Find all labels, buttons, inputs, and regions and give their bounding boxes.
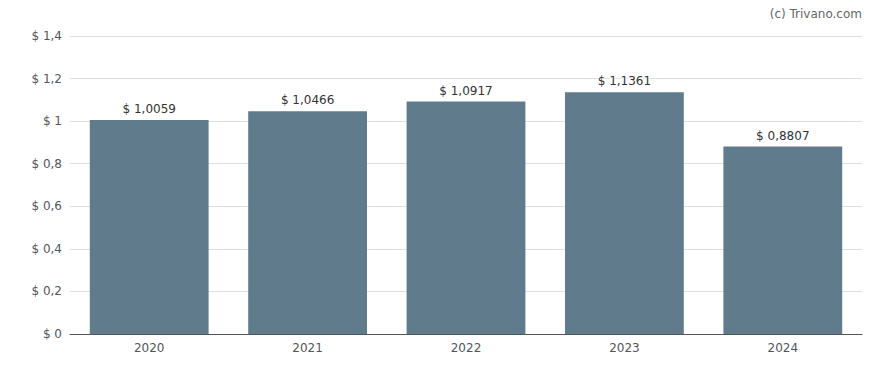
svg-text:2021: 2021	[292, 341, 323, 355]
svg-text:$ 1,0917: $ 1,0917	[439, 84, 492, 98]
svg-text:$ 1,1361: $ 1,1361	[598, 74, 651, 88]
svg-text:$ 1,0466: $ 1,0466	[281, 93, 334, 107]
svg-text:$ 0,4: $ 0,4	[31, 242, 62, 256]
svg-text:$ 0,2: $ 0,2	[31, 284, 62, 298]
svg-text:$ 0,8807: $ 0,8807	[756, 129, 809, 143]
svg-text:$ 1: $ 1	[43, 114, 62, 128]
svg-text:2022: 2022	[451, 341, 482, 355]
svg-text:$ 0: $ 0	[43, 327, 62, 341]
svg-text:(c) Trivano.com: (c) Trivano.com	[770, 7, 862, 21]
svg-text:$ 0,6: $ 0,6	[31, 199, 62, 213]
svg-text:2024: 2024	[768, 341, 799, 355]
svg-text:$ 1,2: $ 1,2	[31, 72, 62, 86]
svg-text:$ 0,8: $ 0,8	[31, 157, 62, 171]
svg-text:2023: 2023	[609, 341, 640, 355]
svg-text:2020: 2020	[134, 341, 165, 355]
svg-text:$ 1,0059: $ 1,0059	[122, 102, 175, 116]
svg-text:$ 1,4: $ 1,4	[31, 29, 62, 43]
